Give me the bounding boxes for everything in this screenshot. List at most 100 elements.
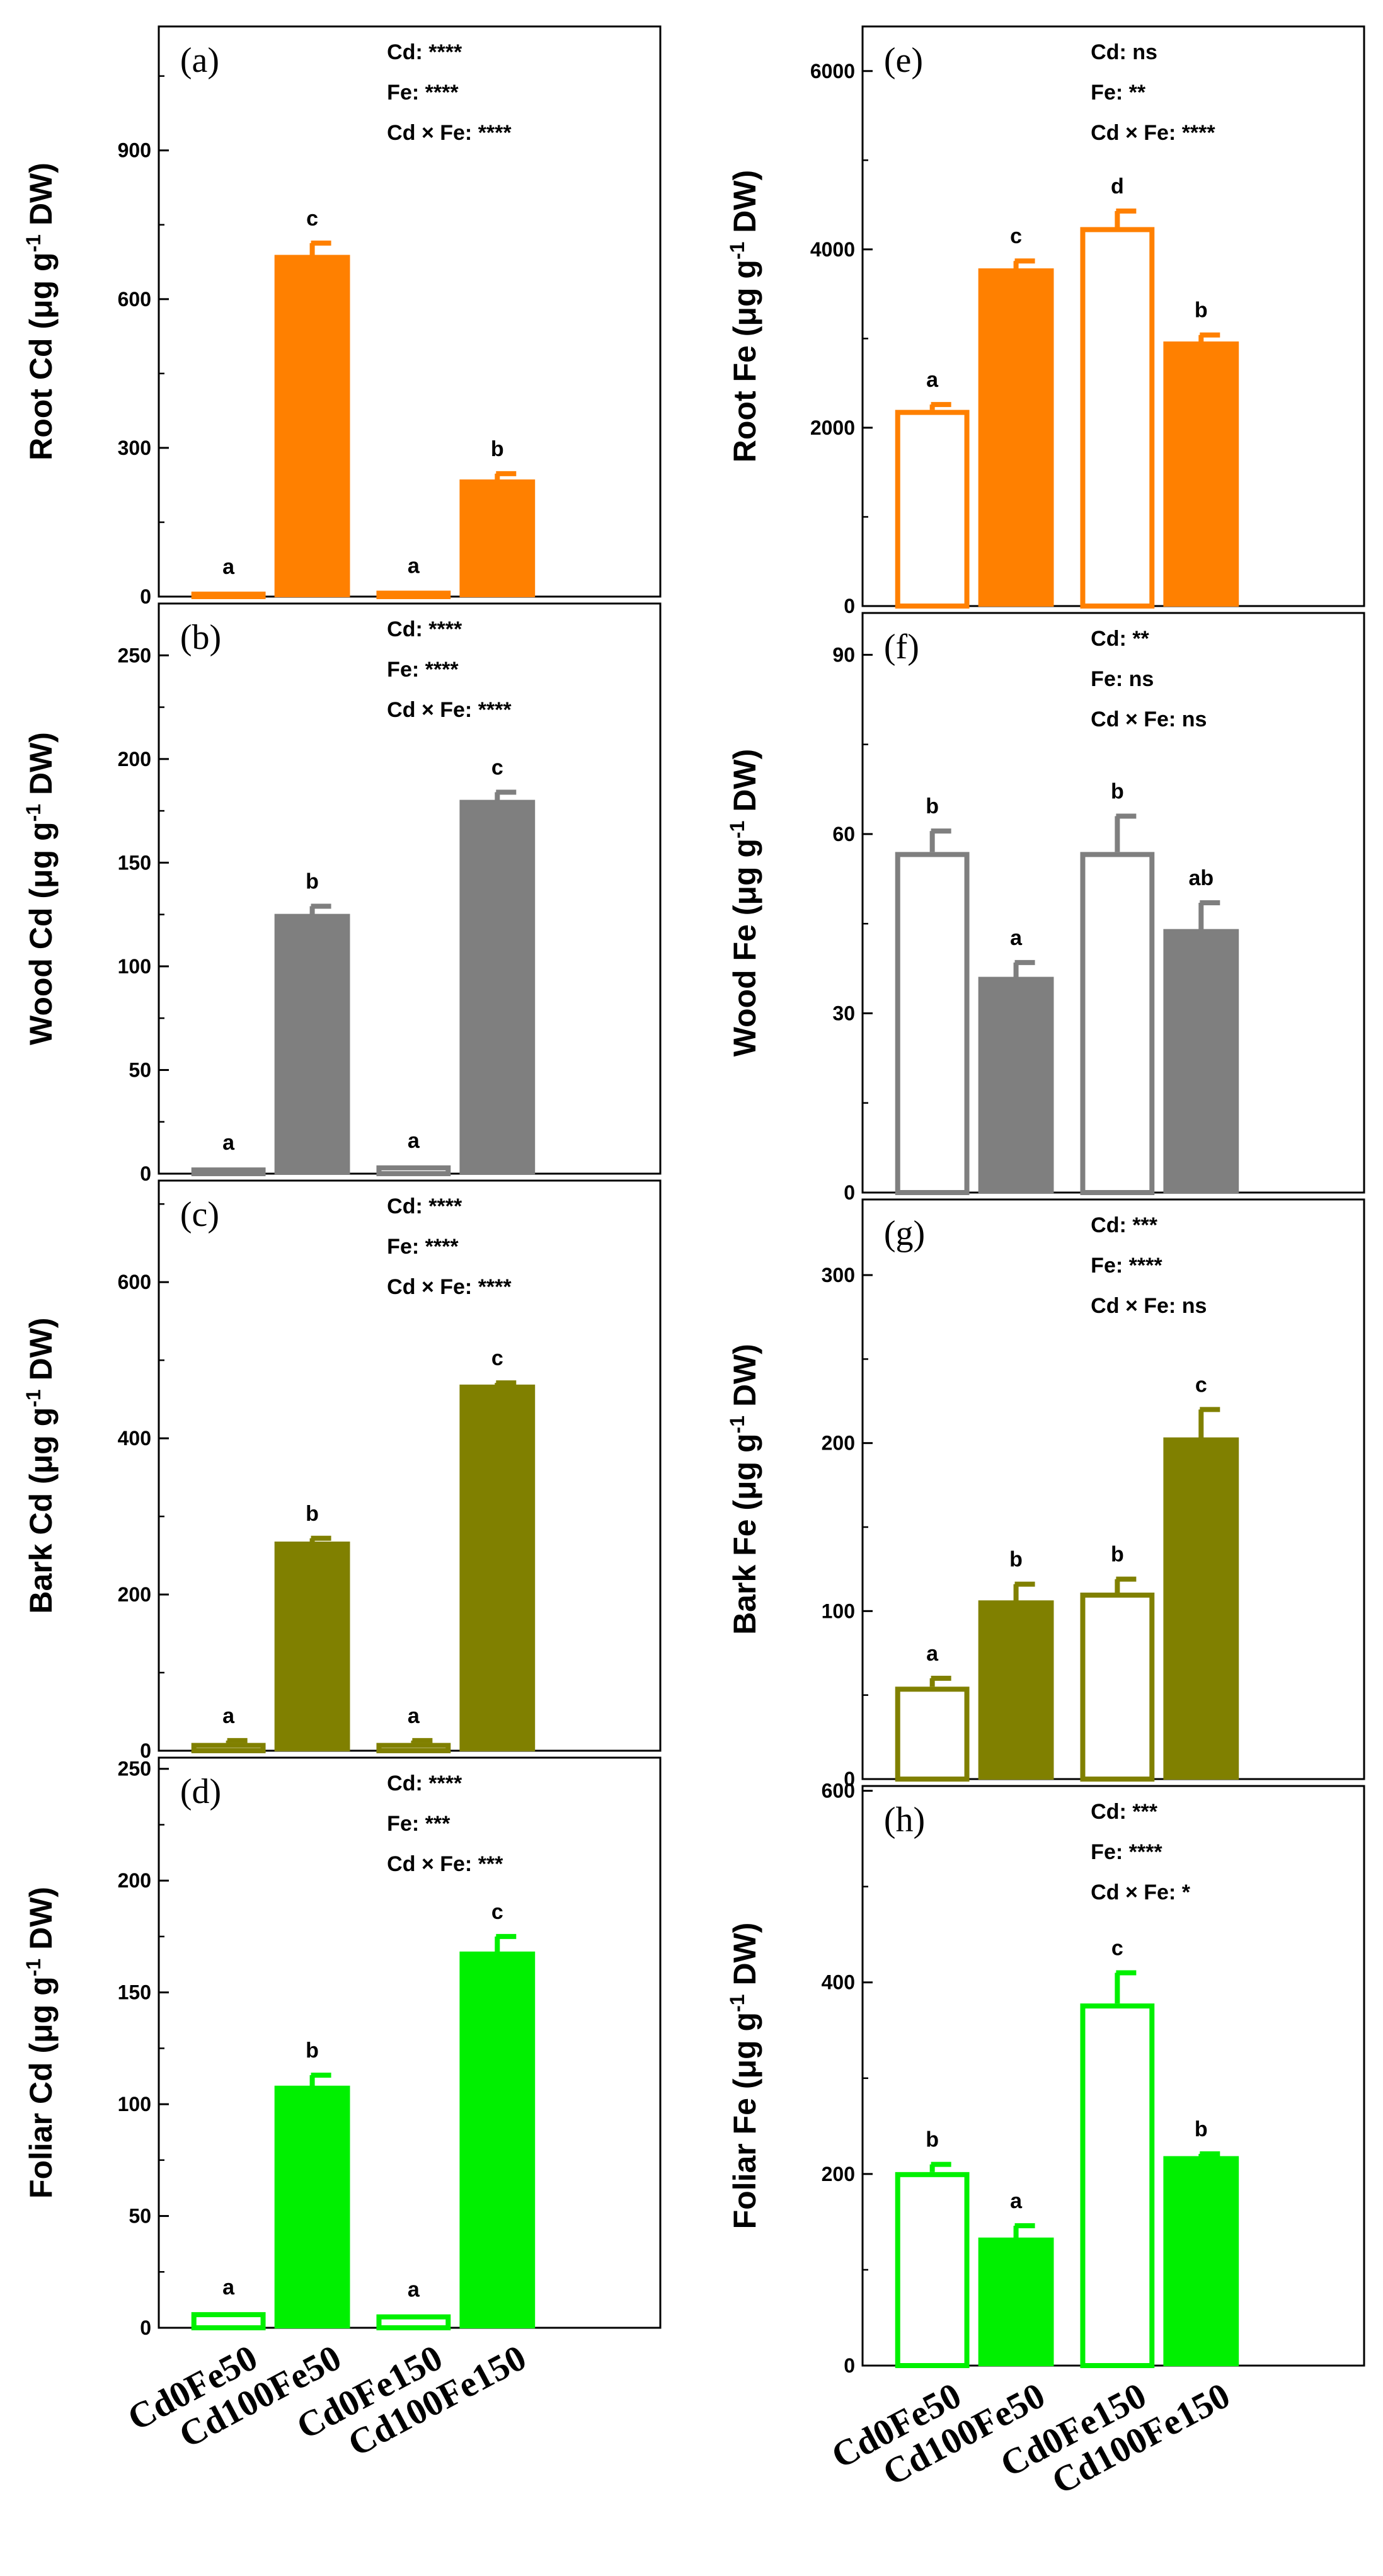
significance-letter: c	[1010, 224, 1022, 248]
significance-letter: a	[408, 1129, 420, 1153]
y-tick-label: 90	[832, 643, 855, 666]
panel-frame	[158, 25, 662, 598]
stat-annotation: Cd: ***	[1091, 1800, 1158, 1824]
y-tick-label: 600	[822, 1780, 855, 1802]
stat-annotation: Fe: **	[1091, 81, 1146, 105]
significance-letter: ab	[1188, 866, 1214, 890]
y-tick-label: 100	[118, 2093, 151, 2115]
y-tick-label: 200	[118, 1583, 151, 1606]
panel-frame	[158, 1756, 662, 2329]
y-tick-label: 900	[118, 139, 151, 162]
y-tick-label: 0	[140, 585, 151, 608]
bar	[274, 255, 350, 597]
y-tick-label: 100	[118, 955, 151, 978]
significance-letter: c	[1195, 1373, 1207, 1397]
y-tick-label: 0	[140, 1739, 151, 1762]
stat-annotation: Cd × Fe: ns	[1091, 1294, 1207, 1318]
stat-annotation: Cd × Fe: ****	[387, 1275, 512, 1299]
bar	[1080, 227, 1155, 609]
bar	[1080, 852, 1155, 1195]
y-tick-label: 0	[140, 2316, 151, 2339]
y-axis-label: Wood Cd (μg g-1 DW)	[22, 732, 59, 1045]
bar	[376, 590, 451, 599]
significance-letter: b	[926, 2128, 939, 2152]
y-tick-label: 300	[118, 437, 151, 459]
bar	[895, 2172, 970, 2368]
y-tick-label: 200	[822, 1432, 855, 1455]
y-tick-label: 150	[118, 1981, 151, 2004]
y-tick-label: 200	[822, 2163, 855, 2185]
y-tick-label: 0	[844, 1768, 855, 1790]
panel-letter: (d)	[180, 1772, 221, 1811]
y-axis-label: Foliar Fe (μg g-1 DW)	[726, 1923, 762, 2230]
bar	[191, 1743, 266, 1754]
significance-letter: b	[491, 437, 504, 461]
panel-letter: (g)	[884, 1214, 925, 1253]
bar	[459, 1951, 536, 2328]
y-tick-label: 300	[822, 1264, 855, 1286]
y-tick-label: 4000	[810, 238, 855, 261]
significance-letter: a	[926, 368, 939, 392]
bar	[978, 976, 1054, 1193]
significance-letter: d	[1111, 175, 1124, 198]
significance-letter: a	[408, 1704, 420, 1728]
y-tick-label: 2000	[810, 416, 855, 439]
y-tick-label: 0	[844, 595, 855, 617]
y-tick-label: 6000	[810, 60, 855, 83]
y-tick-label: 100	[822, 1600, 855, 1622]
significance-letter: b	[926, 794, 939, 818]
significance-letter: c	[1111, 1937, 1123, 1961]
bar	[191, 1167, 266, 1177]
panel-h: 0 200 400 600 Foliar Fe (μg g-1 DW) (h) Cd: **…	[726, 1780, 1365, 2377]
panel-letter: (h)	[884, 1800, 925, 1840]
significance-letter: a	[222, 1131, 235, 1155]
bar	[895, 1686, 970, 1782]
y-tick-label: 250	[118, 1758, 151, 1780]
significance-letter: a	[1010, 2189, 1023, 2213]
stat-annotation: Cd: ns	[1091, 40, 1157, 64]
significance-letter: a	[1010, 926, 1023, 950]
stat-annotation: Cd × Fe: ****	[387, 121, 512, 145]
bar	[978, 2237, 1054, 2366]
stat-annotation: Fe: ****	[387, 1235, 459, 1259]
y-tick-label: 0	[140, 1162, 151, 1185]
y-tick-label: 50	[129, 2205, 151, 2228]
stat-annotation: Fe: ****	[1091, 1254, 1162, 1278]
significance-letter: c	[491, 1900, 503, 1924]
bar	[191, 592, 266, 599]
y-tick-label: 400	[822, 1971, 855, 1994]
panel-letter: (b)	[180, 618, 221, 657]
stat-annotation: Cd × Fe: *	[1091, 1880, 1191, 1904]
significance-letter: c	[491, 755, 503, 779]
y-tick-label: 400	[118, 1427, 151, 1450]
bar	[978, 1600, 1054, 1780]
y-tick-label: 150	[118, 851, 151, 874]
bar	[376, 2314, 451, 2330]
significance-letter: a	[408, 554, 420, 578]
panel-frame	[158, 602, 662, 1175]
significance-letter: a	[408, 2278, 420, 2302]
significance-letter: b	[306, 869, 319, 893]
bar	[895, 852, 970, 1195]
panel-a: 0 300 600 900 Root Cd (μg g-1 DW) (a) Cd: ****…	[22, 25, 662, 608]
significance-letter: b	[306, 1502, 319, 1526]
panel-g: 0 100 200 300 Bark Fe (μg g-1 DW) (g) Cd: *** F…	[726, 1198, 1365, 1790]
stat-annotation: Cd: ****	[387, 617, 462, 641]
panel-letter: (f)	[884, 627, 919, 667]
y-tick-label: 60	[832, 823, 855, 845]
significance-letter: a	[222, 555, 235, 579]
stat-annotation: Cd: **	[1091, 627, 1149, 651]
significance-letter: b	[1195, 299, 1208, 323]
bar	[376, 1743, 451, 1754]
bar	[459, 1384, 536, 1751]
bar	[978, 268, 1054, 607]
bar	[191, 2312, 266, 2331]
significance-letter: a	[222, 2275, 235, 2299]
panel-letter: (c)	[180, 1195, 219, 1234]
panel-letter: (e)	[884, 41, 923, 80]
stat-annotation: Cd: ****	[387, 1194, 462, 1218]
y-tick-label: 200	[118, 748, 151, 770]
significance-letter: b	[1195, 2117, 1208, 2141]
panel-f: 0 30 60 90 Wood Fe (μg g-1 DW) (f) Cd: ** Fe: n…	[726, 612, 1365, 1204]
